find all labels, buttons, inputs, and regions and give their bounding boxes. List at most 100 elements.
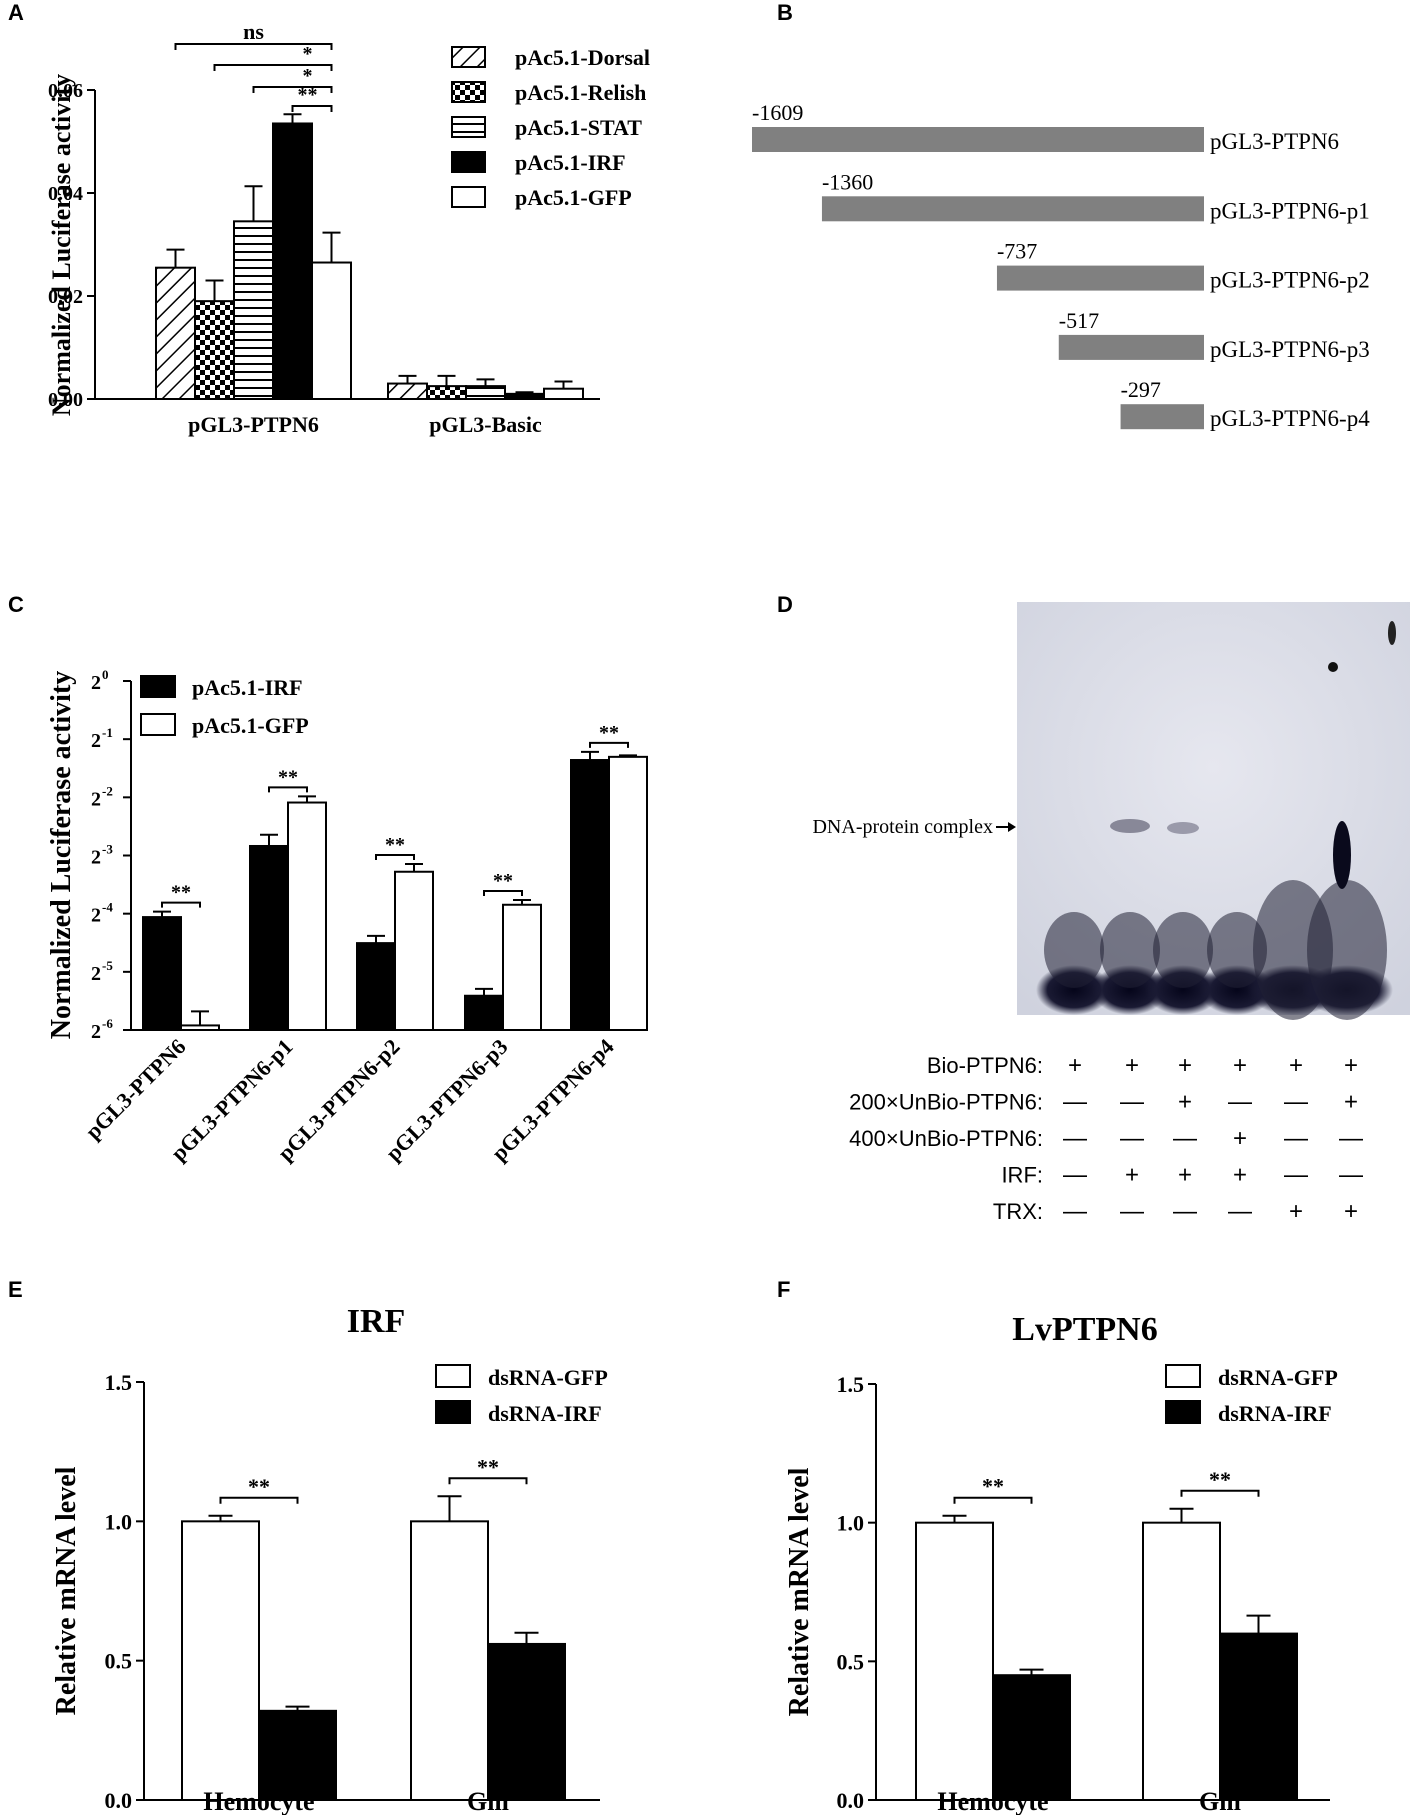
emsa-mark: + [1344,1052,1358,1079]
y-tick-label: 0.06 [48,80,83,102]
significance-bracket [589,741,629,748]
bar-pAc5.1-GFP [608,755,648,1031]
construct-name: pGL3-PTPN6-p1 [1210,198,1370,223]
y-axis-label: Relative mRNA level [51,1466,82,1715]
construct-name: pGL3-PTPN6-p2 [1210,268,1370,293]
bar-pAc5.1-Dorsal [155,266,196,400]
bar-pAc5.1-IRF [504,392,545,401]
bar-pAc5.1-IRF [464,994,504,1032]
bar-dsRNA-GFP [915,1521,994,1801]
emsa-mark: — [1063,1198,1087,1225]
construct-bar [996,265,1204,291]
construct-start-label: -517 [1059,308,1099,333]
panel-letter-f: F [777,1277,790,1302]
emsa-mark: — [1339,1125,1363,1152]
legend-swatch [140,675,176,698]
y-tick-base: 2 [91,788,101,810]
emsa-mark: + [1125,1162,1139,1189]
y-tick-label: 0.5 [105,1649,133,1674]
significance-bracket [174,43,333,50]
y-tick-label: 1.0 [105,1509,133,1534]
emsa-mark: — [1063,1125,1087,1152]
chart-title: LvPTPN6 [1012,1311,1157,1348]
significance-bracket [375,853,415,860]
legend-label: pAc5.1-GFP [515,185,632,210]
y-axis-label: Relative mRNA level [784,1467,815,1716]
y-tick-base: 2 [91,730,101,752]
emsa-mark: + [1344,1198,1358,1225]
construct-bar [1058,334,1204,360]
bar-pAc5.1-GFP [311,261,352,400]
probe-smear [1100,912,1160,988]
construct-start-label: -1360 [822,169,873,194]
emsa-mark: — [1173,1125,1197,1152]
emsa-mark: — [1063,1162,1087,1189]
y-tick-exponent: 0 [102,667,109,682]
legend-swatch [435,1400,471,1424]
construct-bar [1120,404,1204,430]
x-tick-label: pGL3-PTPN6 [80,1034,190,1144]
construct-name: pGL3-PTPN6-p3 [1210,337,1370,362]
legend-label: pAc5.1-GFP [192,713,309,738]
bar-pAc5.1-IRF [356,942,396,1031]
bar-dsRNA-GFP [181,1520,260,1802]
significance-bracket [161,901,201,908]
emsa-mark: + [1178,1089,1192,1116]
bar-dsRNA-GFP [410,1520,489,1802]
y-tick-base: 2 [91,847,101,869]
x-tick-label: pGL3-Basic [429,412,542,437]
bar-dsRNA-GFP [1142,1521,1221,1801]
probe-smear [1153,912,1213,988]
construct-diagram: -1609 pGL3-PTPN6 -1360 pGL3-PTPN6-p1 -737 pGL… [752,100,1370,431]
complex-label: DNA-protein complex [812,816,993,838]
significance-bracket [291,105,333,112]
panel-letter-c: C [8,592,24,617]
significance-label: ** [477,1454,499,1479]
bar-pAc5.1-Relish [426,385,467,400]
y-tick-exponent: -4 [102,900,113,915]
significance-label: ** [171,882,191,904]
y-tick-base: 2 [91,1021,101,1043]
y-tick-exponent: -1 [102,725,113,740]
x-tick-label: Gill [467,1787,509,1815]
spot [1328,662,1338,672]
y-tick-label: 0.0 [105,1788,133,1813]
panel-letter-b: B [777,0,793,25]
y-tick-base: 2 [91,672,101,694]
emsa-mark: + [1289,1052,1303,1079]
legend-label: pAc5.1-Relish [515,80,646,105]
spot [1388,621,1396,645]
legend-swatch [451,151,486,173]
legend-label: dsRNA-GFP [488,1365,608,1390]
emsa-mark: + [1233,1052,1247,1079]
emsa-row-label: 400×UnBio-PTPN6: [849,1126,1043,1151]
significance-bracket [252,86,333,93]
complex-band [1167,822,1199,834]
y-tick-exponent: -2 [102,783,113,798]
bar-pAc5.1-GFP [287,801,327,1031]
bar-pAc5.1-Dorsal [387,382,428,400]
chart-f: 0.0 0.5 1.0 1.5 LvPTPN6 Relative mRNA level **… [784,1311,1338,1815]
significance-label: ** [298,84,318,106]
bar-dsRNA-IRF [992,1674,1071,1801]
chart-title: IRF [347,1303,406,1340]
significance-label: ** [599,722,619,744]
complex-arrowhead [1008,822,1016,832]
y-tick-base: 2 [91,963,101,985]
legend-label: dsRNA-IRF [488,1401,602,1426]
y-axis-label: Normalized Luciferase activity [46,671,77,1040]
significance-label: * [303,65,313,87]
significance-label: ** [248,1474,270,1499]
legend-label: pAc5.1-IRF [192,675,303,700]
emsa-mark: + [1289,1198,1303,1225]
bar-dsRNA-IRF [487,1642,566,1801]
legend-swatch [451,46,486,68]
chart-e: 0.0 0.5 1.0 1.5 IRF Relative mRNA level ** Hemo… [51,1303,608,1815]
bar-dsRNA-IRF [1219,1632,1298,1801]
emsa-mark: + [1344,1089,1358,1116]
complex-band [1110,819,1150,833]
y-tick-label: 1.5 [837,1372,865,1397]
significance-label: * [303,43,313,65]
y-tick-label: 0.04 [48,183,83,205]
